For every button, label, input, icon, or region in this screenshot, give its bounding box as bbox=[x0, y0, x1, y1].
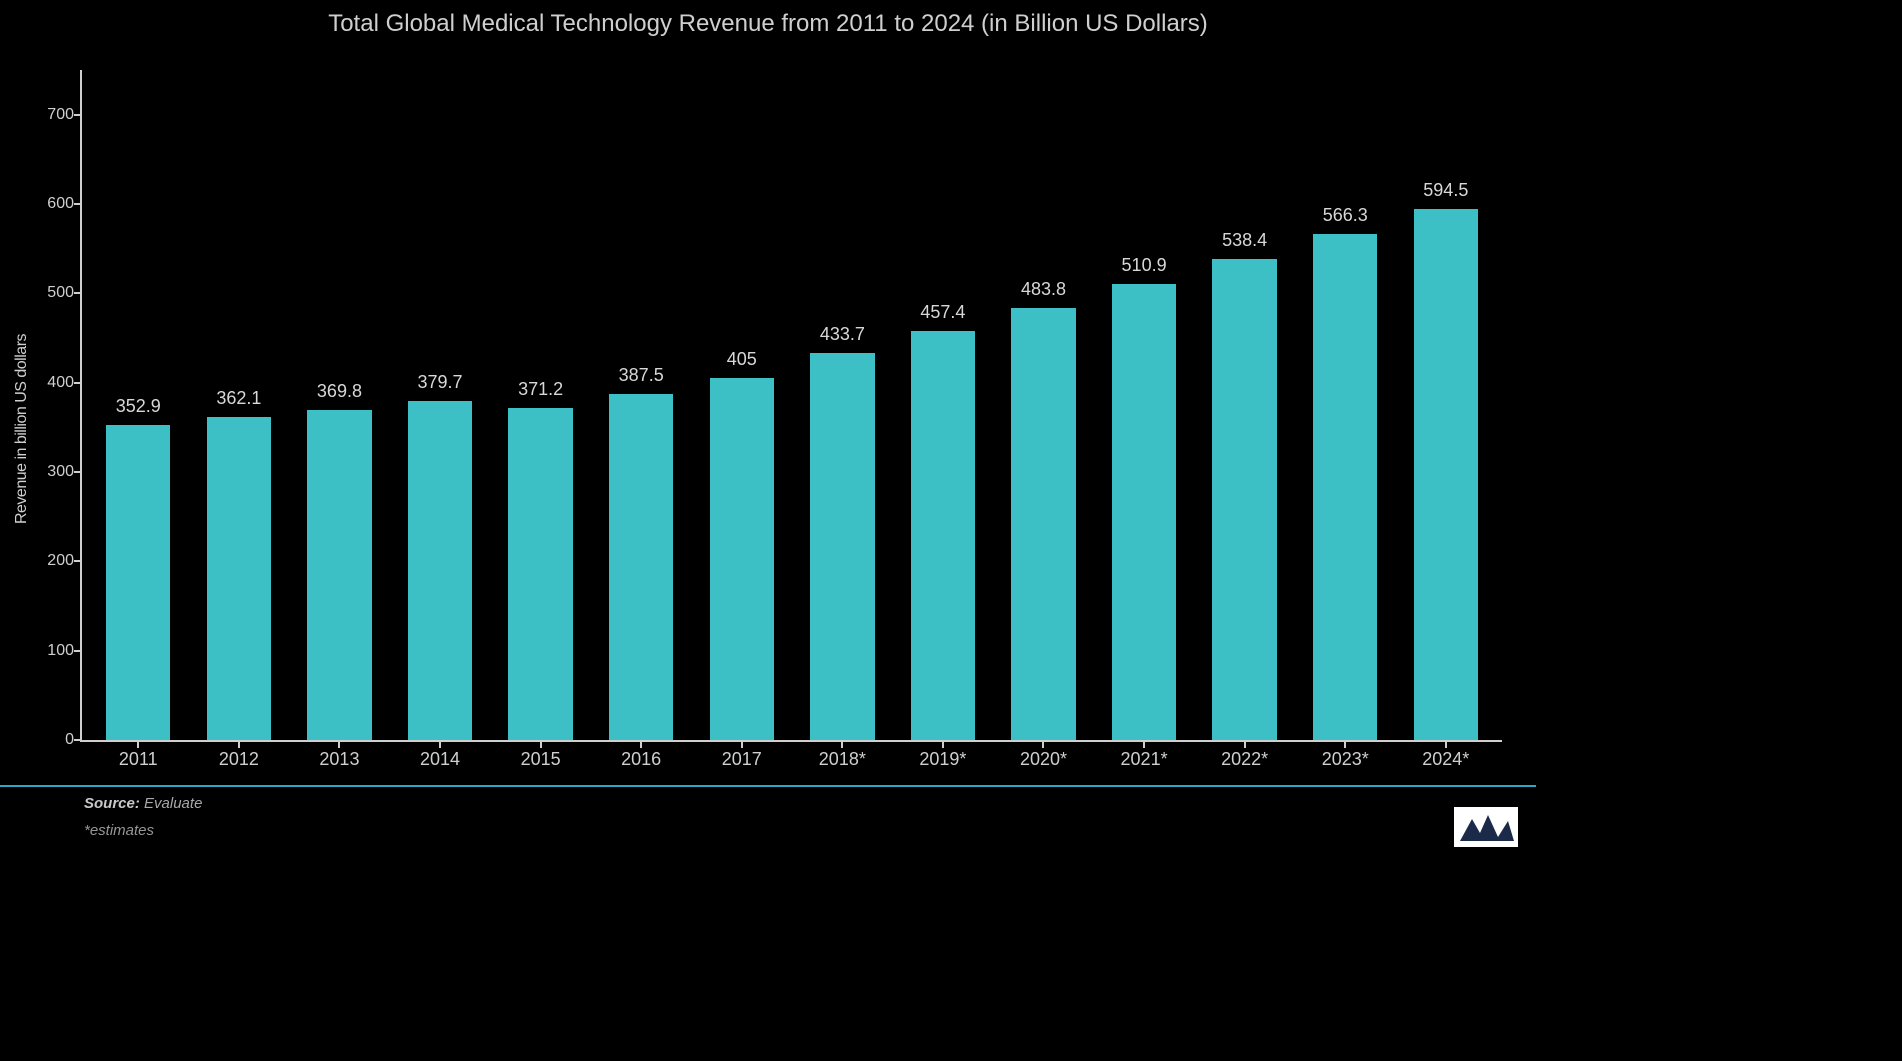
x-tick-label: 2024* bbox=[1422, 749, 1469, 770]
bar bbox=[408, 401, 472, 740]
bar-slot: 566.32023* bbox=[1295, 70, 1396, 740]
x-tick-label: 2011 bbox=[119, 749, 158, 770]
bar bbox=[1112, 284, 1176, 740]
bar-value-label: 369.8 bbox=[317, 381, 362, 402]
bar bbox=[1011, 308, 1075, 740]
bar-slot: 352.92011 bbox=[88, 70, 189, 740]
y-tick-mark bbox=[74, 560, 82, 562]
x-tick-mark bbox=[238, 740, 240, 748]
x-tick-mark bbox=[540, 740, 542, 748]
x-tick-mark bbox=[439, 740, 441, 748]
y-tick-mark bbox=[74, 382, 82, 384]
x-tick-label: 2023* bbox=[1322, 749, 1369, 770]
bar-value-label: 379.7 bbox=[418, 372, 463, 393]
x-tick-mark bbox=[1042, 740, 1044, 748]
x-tick-label: 2012 bbox=[219, 749, 259, 770]
x-tick-mark bbox=[1143, 740, 1145, 748]
bar bbox=[106, 425, 170, 740]
bar bbox=[710, 378, 774, 740]
bar-slot: 362.12012 bbox=[189, 70, 290, 740]
bar-value-label: 362.1 bbox=[216, 388, 261, 409]
revenue-bar-chart: Total Global Medical Technology Revenue … bbox=[0, 0, 1536, 857]
bar-value-label: 510.9 bbox=[1122, 255, 1167, 276]
bar-slot: 369.82013 bbox=[289, 70, 390, 740]
x-tick-mark bbox=[1445, 740, 1447, 748]
source-value: Evaluate bbox=[144, 795, 202, 812]
x-tick-mark bbox=[942, 740, 944, 748]
bar-value-label: 387.5 bbox=[619, 365, 664, 386]
bar bbox=[1313, 234, 1377, 740]
bar-slot: 379.72014 bbox=[390, 70, 491, 740]
x-tick-label: 2018* bbox=[819, 749, 866, 770]
x-tick-mark bbox=[1244, 740, 1246, 748]
bar-value-label: 594.5 bbox=[1423, 180, 1468, 201]
bar-value-label: 457.4 bbox=[920, 302, 965, 323]
bar-slot: 371.22015 bbox=[490, 70, 591, 740]
bar-slot: 483.82020* bbox=[993, 70, 1094, 740]
bar-slot: 594.52024* bbox=[1396, 70, 1497, 740]
y-tick-label: 600 bbox=[34, 195, 74, 213]
bar bbox=[609, 394, 673, 740]
y-axis-label: Revenue in billion US dollars bbox=[13, 333, 31, 523]
y-tick-mark bbox=[74, 114, 82, 116]
bar-slot: 538.42022* bbox=[1194, 70, 1295, 740]
y-tick-label: 700 bbox=[34, 106, 74, 124]
x-tick-label: 2013 bbox=[319, 749, 359, 770]
x-tick-label: 2020* bbox=[1020, 749, 1067, 770]
bar-slot: 387.52016 bbox=[591, 70, 692, 740]
bar bbox=[508, 408, 572, 740]
y-tick-label: 400 bbox=[34, 374, 74, 392]
x-tick-mark bbox=[1344, 740, 1346, 748]
y-tick-label: 200 bbox=[34, 552, 74, 570]
bar-slot: 433.72018* bbox=[792, 70, 893, 740]
bar bbox=[307, 410, 371, 740]
source-line: Source: Evaluate bbox=[84, 795, 1452, 812]
bar-value-label: 405 bbox=[727, 349, 757, 370]
chart-footer: Source: Evaluate *estimates bbox=[0, 785, 1536, 857]
y-tick-label: 300 bbox=[34, 463, 74, 481]
bar-slot: 457.42019* bbox=[893, 70, 994, 740]
chart-title: Total Global Medical Technology Revenue … bbox=[0, 10, 1536, 38]
bar bbox=[1212, 259, 1276, 740]
x-tick-label: 2017 bbox=[722, 749, 762, 770]
bar-value-label: 371.2 bbox=[518, 379, 563, 400]
brand-logo-icon bbox=[1454, 807, 1518, 847]
bars-container: 352.92011362.12012369.82013379.72014371.… bbox=[82, 70, 1502, 740]
x-tick-label: 2014 bbox=[420, 749, 460, 770]
x-tick-label: 2021* bbox=[1121, 749, 1168, 770]
bar bbox=[1414, 209, 1478, 740]
bar-value-label: 352.9 bbox=[116, 396, 161, 417]
y-tick-label: 100 bbox=[34, 642, 74, 660]
y-tick-mark bbox=[74, 739, 82, 741]
plot-area: 352.92011362.12012369.82013379.72014371.… bbox=[80, 70, 1502, 742]
estimates-note: *estimates bbox=[84, 822, 1452, 839]
bar bbox=[810, 353, 874, 740]
x-tick-label: 2016 bbox=[621, 749, 661, 770]
bar bbox=[911, 331, 975, 740]
bar-value-label: 538.4 bbox=[1222, 230, 1267, 251]
x-tick-mark bbox=[640, 740, 642, 748]
y-tick-mark bbox=[74, 471, 82, 473]
bar-slot: 4052017 bbox=[691, 70, 792, 740]
x-tick-label: 2022* bbox=[1221, 749, 1268, 770]
source-label: Source: bbox=[84, 795, 140, 812]
x-tick-label: 2019* bbox=[919, 749, 966, 770]
y-tick-mark bbox=[74, 650, 82, 652]
bar-value-label: 433.7 bbox=[820, 324, 865, 345]
x-tick-mark bbox=[338, 740, 340, 748]
x-tick-mark bbox=[137, 740, 139, 748]
bar-value-label: 566.3 bbox=[1323, 205, 1368, 226]
y-tick-label: 500 bbox=[34, 284, 74, 302]
y-tick-mark bbox=[74, 292, 82, 294]
x-tick-mark bbox=[741, 740, 743, 748]
x-tick-label: 2015 bbox=[521, 749, 561, 770]
y-tick-mark bbox=[74, 203, 82, 205]
bar bbox=[207, 417, 271, 740]
x-tick-mark bbox=[841, 740, 843, 748]
bar-slot: 510.92021* bbox=[1094, 70, 1195, 740]
bar-value-label: 483.8 bbox=[1021, 279, 1066, 300]
y-tick-label: 0 bbox=[34, 731, 74, 749]
